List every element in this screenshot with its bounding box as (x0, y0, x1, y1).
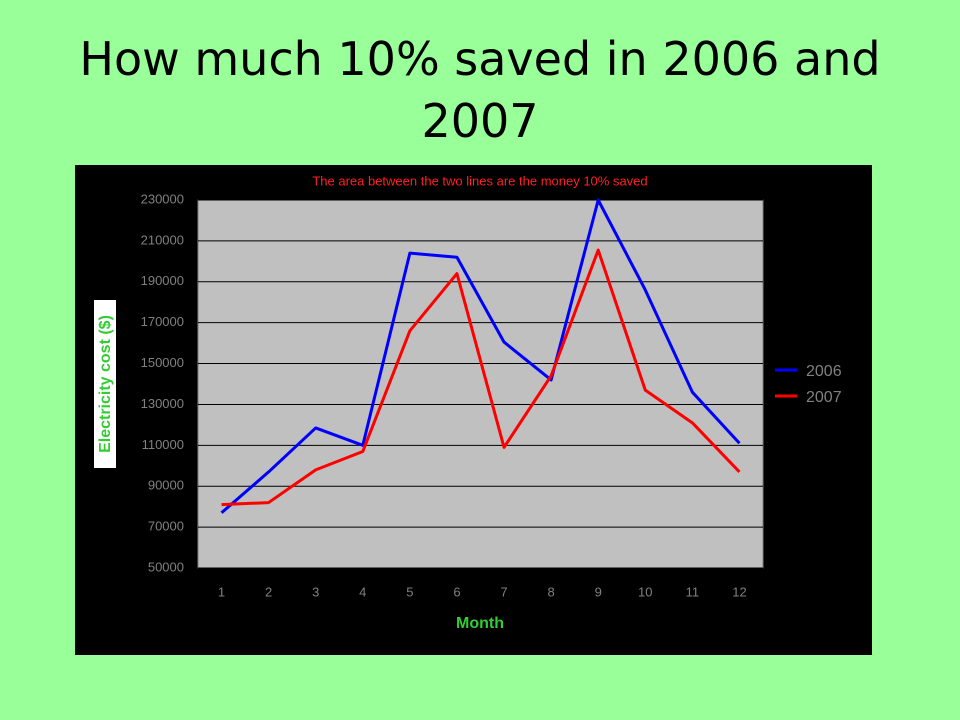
x-tick-label: 10 (638, 584, 652, 599)
x-tick-label: 12 (732, 584, 746, 599)
x-tick-label: 7 (500, 584, 507, 599)
y-tick-label: 190000 (141, 273, 184, 288)
y-tick-label: 170000 (141, 314, 184, 329)
x-tick-label: 2 (265, 584, 272, 599)
x-tick-label: 1 (218, 584, 225, 599)
y-tick-label: 130000 (141, 396, 184, 411)
x-tick-label: 5 (406, 584, 413, 599)
y-tick-label: 210000 (141, 232, 184, 247)
y-tick-label: 230000 (141, 191, 184, 206)
x-tick-label: 11 (686, 584, 700, 599)
plot-area (197, 199, 764, 569)
y-tick-label: 150000 (141, 355, 184, 370)
x-tick-label: 6 (453, 584, 460, 599)
series-line (220, 198, 741, 514)
x-tick-label: 4 (359, 584, 366, 599)
legend-label: 2007 (806, 389, 842, 406)
x-tick-label: 9 (595, 584, 602, 599)
x-axis-label: Month (456, 615, 504, 632)
annotation: The area between the two lines are the m… (312, 173, 647, 188)
y-axis-label: Electricity cost ($) (97, 315, 114, 453)
y-tick-label: 90000 (148, 478, 184, 493)
x-tick-label: 8 (548, 584, 555, 599)
y-label-box (94, 300, 116, 468)
legend-label: 2006 (806, 363, 842, 380)
x-tick-label: 3 (312, 584, 319, 599)
y-tick-label: 110000 (142, 437, 184, 452)
slide-title: How much 10% saved in 2006 and 2007 (79, 32, 881, 148)
y-tick-label: 70000 (148, 519, 184, 534)
series-line (221, 248, 741, 507)
y-tick-label: 50000 (148, 559, 184, 574)
